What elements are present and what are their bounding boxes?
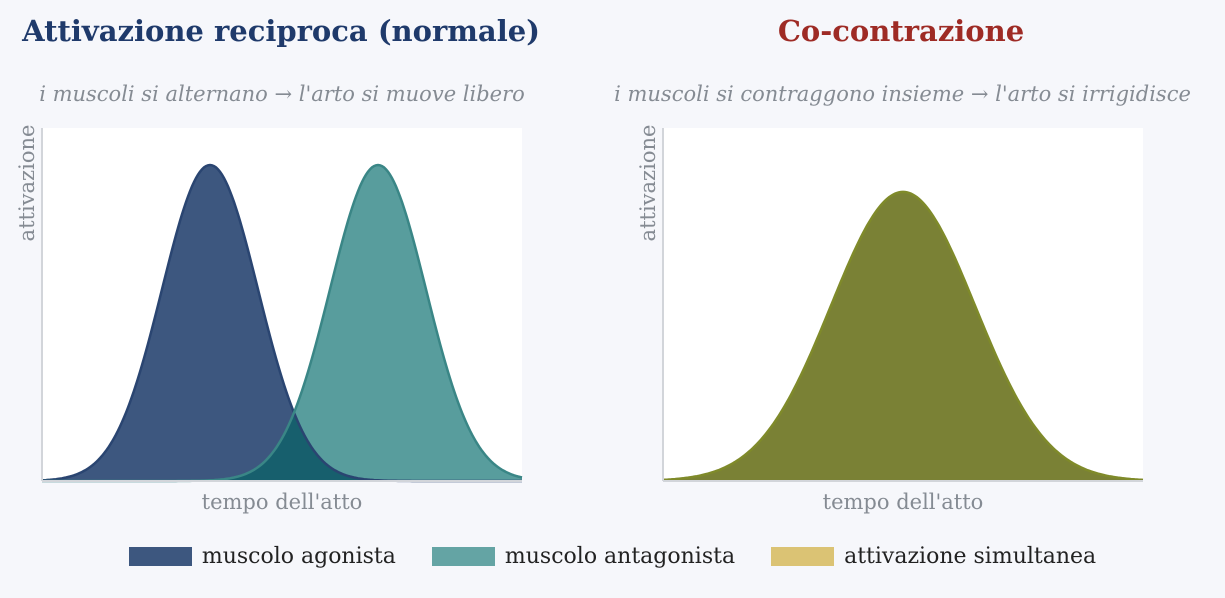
left-overlap-area <box>42 412 522 481</box>
left-series-1-area <box>42 165 522 481</box>
left-series-2-area <box>42 165 522 481</box>
right-series-1-line <box>662 190 1144 482</box>
right-series-1-area <box>663 191 1143 481</box>
legend-label-antagonista: muscolo antagonista <box>504 544 736 569</box>
legend-label-agonista: muscolo agonista <box>201 544 396 569</box>
left-panel-subtitle: i muscoli si alternano → l'arto si muove… <box>39 82 525 106</box>
right-series-group <box>662 190 1144 482</box>
legend-swatch-antagonista <box>431 547 495 566</box>
left-panel-title: Attivazione reciproca (normale) <box>22 14 540 48</box>
left-y-axis-label: attivazione <box>15 125 39 242</box>
legend-swatch-simultanea <box>771 547 835 566</box>
left-x-axis-label: tempo dell'atto <box>202 490 363 514</box>
legend-label-simultanea: attivazione simultanea <box>844 544 1097 569</box>
right-chart: tempo dell'atto attivazione <box>636 125 1144 514</box>
chart-legend: muscolo agonista muscolo antagonista att… <box>0 544 1225 569</box>
right-panel-title: Co-contrazione <box>777 14 1025 48</box>
right-panel-subtitle: i muscoli si contraggono insieme → l'art… <box>614 82 1191 106</box>
left-chart: tempo dell'atto attivazione <box>15 125 523 514</box>
legend-item-antagonista: muscolo antagonista <box>431 544 736 569</box>
right-y-axis-label: attivazione <box>636 125 660 242</box>
legend-swatch-agonista <box>128 547 192 566</box>
right-x-axis-label: tempo dell'atto <box>823 490 984 514</box>
legend-item-agonista: muscolo agonista <box>128 544 396 569</box>
legend-item-simultanea: attivazione simultanea <box>771 544 1096 569</box>
